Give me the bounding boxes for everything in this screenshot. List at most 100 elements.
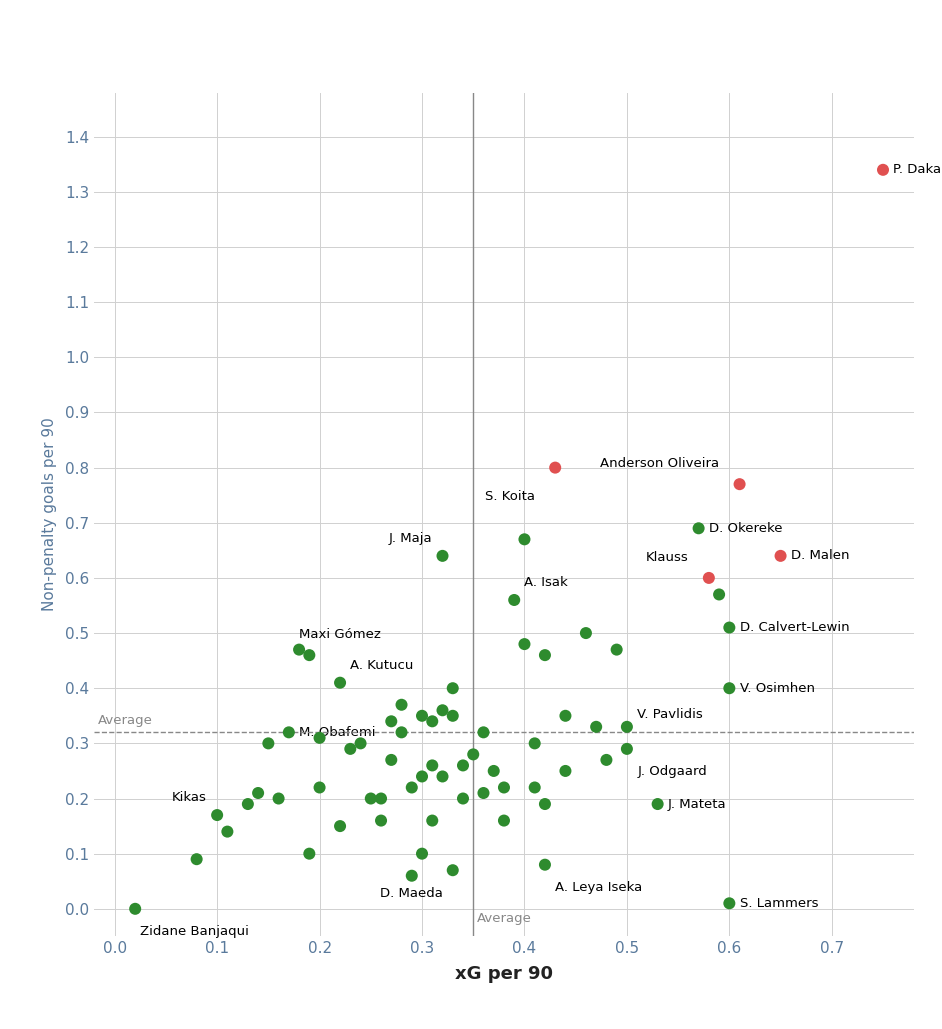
Point [301, 846, 317, 862]
Point [620, 718, 635, 735]
Text: D. Calvert-Lewin: D. Calvert-Lewin [739, 622, 849, 634]
Point [650, 795, 665, 812]
Point [456, 757, 471, 774]
Point [486, 762, 501, 779]
Text: Klauss: Klauss [645, 552, 689, 564]
Point [589, 718, 604, 735]
Point [189, 851, 204, 867]
Point [528, 779, 543, 795]
Point [425, 812, 440, 828]
Point [496, 812, 512, 828]
Text: P. Daka: P. Daka [893, 164, 941, 176]
Point [373, 790, 388, 807]
Point [414, 769, 430, 785]
Text: D. Okereke: D. Okereke [708, 522, 783, 535]
Point [558, 762, 573, 779]
Point [517, 531, 532, 547]
Point [701, 570, 716, 587]
Text: V. Osimhen: V. Osimhen [739, 682, 815, 695]
Point [507, 592, 522, 608]
Point [711, 587, 726, 603]
Text: V. Pavlidis: V. Pavlidis [637, 708, 703, 721]
Point [446, 680, 461, 697]
Text: Anderson Oliveira: Anderson Oliveira [600, 457, 719, 470]
Point [435, 769, 450, 785]
Point [620, 741, 635, 757]
Point [373, 812, 388, 828]
Point [251, 785, 266, 802]
Point [435, 702, 450, 718]
Text: J. Mateta: J. Mateta [668, 797, 726, 811]
Text: D. Malen: D. Malen [790, 549, 850, 563]
Point [528, 735, 543, 751]
Point [343, 741, 358, 757]
Y-axis label: Non-penalty goals per 90: Non-penalty goals per 90 [41, 418, 57, 611]
Point [301, 647, 317, 664]
Point [722, 619, 737, 636]
Point [456, 790, 471, 807]
Point [312, 730, 327, 746]
Point [578, 625, 593, 641]
Point [517, 636, 532, 652]
Text: J. Odgaard: J. Odgaard [637, 766, 706, 778]
Point [558, 708, 573, 724]
Point [383, 751, 398, 768]
Point [722, 680, 737, 697]
Point [537, 647, 552, 664]
Point [722, 895, 737, 912]
Point [476, 724, 491, 741]
Point [465, 746, 480, 762]
Text: A. Isak: A. Isak [525, 576, 568, 589]
Text: A. Kutucu: A. Kutucu [350, 659, 414, 672]
Point [404, 867, 419, 884]
Text: Finishing Ability: Finishing Ability [332, 32, 610, 61]
Text: S. Koita: S. Koita [485, 490, 535, 503]
Point [537, 856, 552, 873]
Point [282, 724, 297, 741]
Text: D. Maeda: D. Maeda [380, 887, 443, 899]
Point [383, 713, 398, 730]
Point [875, 162, 890, 178]
Point [425, 757, 440, 774]
Text: S. Lammers: S. Lammers [739, 897, 818, 910]
Point [414, 708, 430, 724]
Point [446, 862, 461, 879]
Point [496, 779, 512, 795]
Point [773, 547, 788, 564]
Text: Average: Average [478, 913, 532, 925]
Point [414, 846, 430, 862]
Point [261, 735, 276, 751]
Point [537, 795, 552, 812]
Point [394, 724, 409, 741]
Point [209, 807, 224, 823]
Point [394, 697, 409, 713]
Point [127, 900, 143, 917]
Point [240, 795, 255, 812]
Point [691, 520, 706, 536]
Point [547, 459, 562, 475]
Point [732, 476, 747, 493]
Text: M. Obafemi: M. Obafemi [300, 725, 376, 739]
Text: Average: Average [98, 714, 154, 726]
Point [291, 641, 306, 658]
Point [271, 790, 286, 807]
Point [312, 779, 327, 795]
Point [599, 751, 614, 768]
Point [609, 641, 625, 658]
Point [425, 713, 440, 730]
Point [404, 779, 419, 795]
Point [435, 547, 450, 564]
Point [219, 823, 235, 840]
Point [476, 785, 491, 802]
X-axis label: xG per 90: xG per 90 [455, 964, 553, 983]
Text: A. Leya Iseka: A. Leya Iseka [555, 881, 642, 894]
Text: J. Maja: J. Maja [389, 532, 432, 544]
Point [333, 674, 348, 690]
Text: Kikas: Kikas [172, 791, 207, 804]
Point [446, 708, 461, 724]
Point [333, 818, 348, 835]
Text: Zidane Banjaqui: Zidane Banjaqui [140, 925, 250, 938]
Point [353, 735, 368, 751]
Text: Maxi Gómez: Maxi Gómez [299, 629, 381, 641]
Point [364, 790, 379, 807]
